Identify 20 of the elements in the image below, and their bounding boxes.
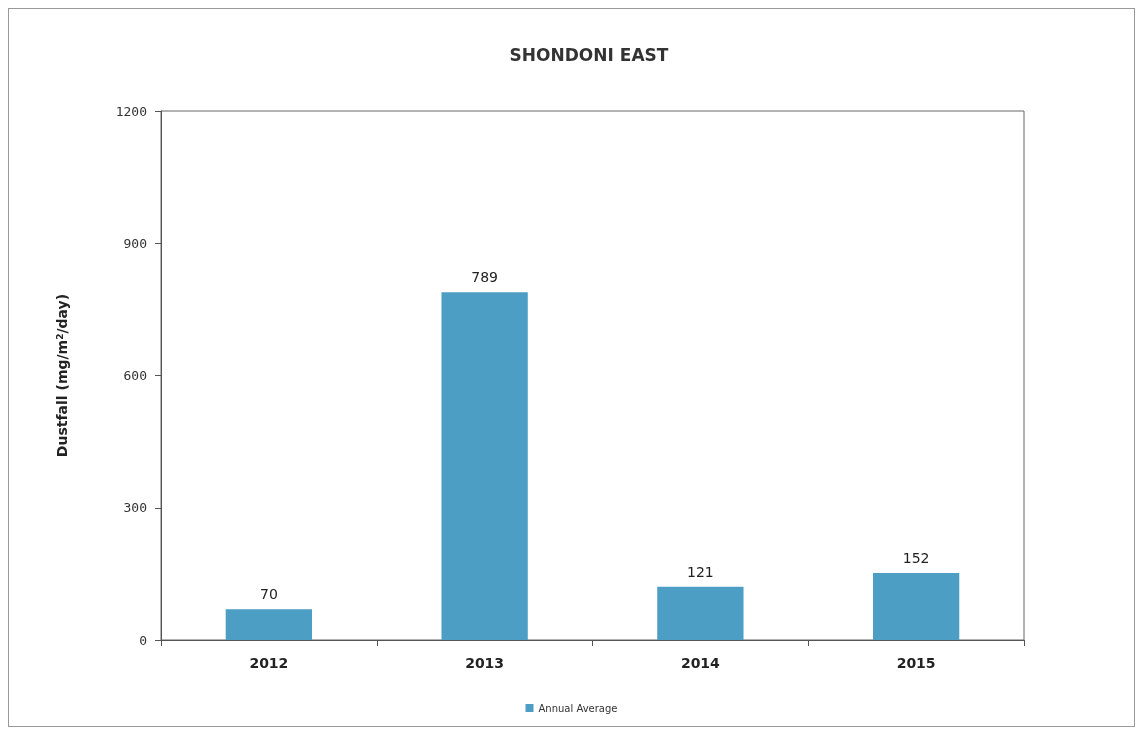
chart-title: SHONDONI EAST	[509, 44, 669, 65]
data-label: 70	[259, 586, 278, 603]
bar	[225, 609, 313, 640]
legend-label: Annual Average	[538, 702, 618, 714]
data-label: 121	[687, 563, 714, 580]
y-axis-title: Dustfall (mg/m2/day)	[54, 293, 70, 458]
x-tick-label: 2014	[680, 655, 721, 671]
y-tick-label: 600	[123, 368, 147, 383]
y-tick-label: 1200	[115, 103, 147, 119]
y-tick-label: 0	[139, 632, 147, 648]
bar	[441, 292, 528, 640]
y-tick-label: 900	[123, 235, 147, 251]
x-tick-label: 2015	[896, 655, 936, 671]
x-tick-label: 2012	[249, 655, 289, 671]
x-tick-label: 2013	[465, 655, 505, 671]
data-label: 789	[471, 269, 498, 286]
bar	[657, 586, 744, 640]
y-tick-label: 300	[123, 500, 147, 516]
data-label: 152	[902, 549, 930, 566]
bar	[872, 572, 960, 640]
